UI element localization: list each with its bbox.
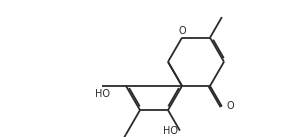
Text: HO: HO — [95, 89, 110, 99]
Text: HO: HO — [163, 126, 178, 136]
Text: O: O — [227, 102, 235, 112]
Text: O: O — [178, 26, 186, 36]
